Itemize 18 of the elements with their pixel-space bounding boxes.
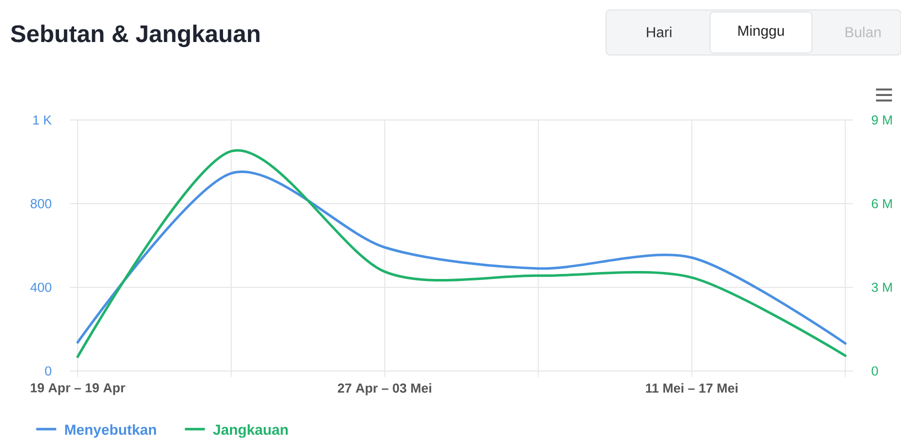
x-tick-label: 19 Apr – 19 Apr <box>30 383 126 395</box>
y2-tick-label: 0 <box>872 366 878 376</box>
text: Hari <box>646 26 672 38</box>
text: Minggu <box>738 25 784 39</box>
y-tick-label: 400 <box>30 282 52 292</box>
x-tick-label: 11 Mei – 17 Mei <box>646 383 738 393</box>
legend-label: Jangkauan <box>213 424 288 438</box>
y-tick-label: 800 <box>30 199 52 208</box>
y2-tick-label: 6 M <box>872 199 892 208</box>
y2-tick-label: 3 M <box>872 282 892 292</box>
y2-tick-label: 9 M <box>872 115 892 125</box>
y-tick-label: 0 <box>45 366 52 376</box>
x-tick-label: 27 Apr – 03 Mei <box>338 383 432 396</box>
line-series <box>76 150 847 358</box>
text: Bulan <box>846 26 881 38</box>
y-tick-label: 1 K <box>33 116 52 124</box>
legend-label: Menyebutkan <box>65 424 156 438</box>
chart-title: Sebutan & Jangkauan <box>10 24 260 48</box>
